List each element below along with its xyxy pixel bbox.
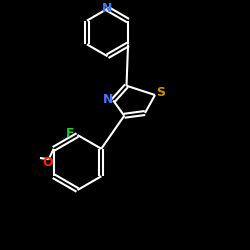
Text: F: F	[66, 127, 74, 140]
Text: O: O	[42, 156, 53, 170]
Text: N: N	[102, 2, 113, 15]
Text: N: N	[102, 93, 113, 106]
Text: S: S	[156, 86, 165, 99]
